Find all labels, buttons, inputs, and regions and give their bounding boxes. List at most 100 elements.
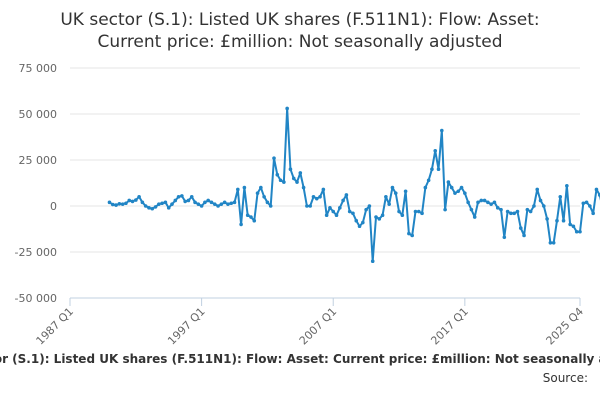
data-point: [160, 201, 164, 206]
data-point: [308, 204, 312, 208]
source-label: Source:: [543, 371, 588, 385]
data-point: [328, 206, 332, 210]
chart-title: UK sector (S.1): Listed UK shares (F.511…: [60, 10, 539, 52]
x-axis: 1987 Q1 1997 Q1 2007 Q1 2017 Q1 2025 Q4: [34, 297, 587, 348]
data-point: [206, 198, 210, 203]
data-point: [351, 211, 355, 216]
data-point: [222, 200, 227, 205]
data-point: [463, 191, 467, 195]
data-point: [163, 200, 168, 205]
series-path: [108, 107, 600, 263]
data-point: [374, 215, 378, 219]
data-point: [120, 202, 125, 206]
x-tick-label: 1997 Q1: [165, 305, 208, 348]
data-point: [193, 200, 197, 205]
data-point: [268, 204, 273, 208]
data-point: [305, 204, 309, 208]
data-point: [183, 199, 187, 204]
data-point: [416, 209, 421, 214]
data-point: [140, 200, 145, 205]
data-point: [555, 218, 559, 223]
data-point: [239, 222, 243, 227]
data-point: [226, 202, 230, 206]
data-point: [518, 226, 523, 230]
data-point: [314, 196, 319, 201]
data-point: [338, 206, 342, 210]
y-tick-label: 0: [50, 200, 57, 213]
data-point: [469, 207, 474, 212]
data-point: [275, 172, 280, 177]
data-point: [229, 201, 234, 206]
chart-title-line-1: UK sector (S.1): Listed UK shares (F.511…: [60, 10, 539, 30]
data-point: [252, 218, 257, 223]
data-point: [367, 204, 372, 208]
data-point: [357, 224, 362, 229]
data-point: [334, 213, 339, 217]
data-point: [390, 185, 395, 190]
data-point: [147, 206, 151, 210]
y-axis: 75 000 50 000 25 000 0 -25 000 -50 000: [15, 62, 57, 305]
data-point: [354, 218, 359, 223]
y-tick-label: 75 000: [19, 62, 58, 75]
data-point: [515, 209, 520, 214]
data-point: [535, 187, 540, 192]
data-point: [492, 200, 497, 205]
data-point: [423, 185, 428, 190]
data-point: [361, 220, 365, 225]
data-point: [397, 209, 401, 214]
data-point: [117, 201, 122, 206]
x-tick-label: 2007 Q1: [297, 305, 340, 348]
data-point: [219, 202, 224, 206]
data-point: [114, 203, 118, 207]
data-point: [597, 193, 600, 197]
data-point: [377, 217, 382, 221]
data-point: [528, 209, 533, 214]
data-point: [137, 195, 141, 199]
data-point: [456, 189, 461, 194]
data-point: [400, 213, 405, 217]
data-point: [199, 204, 204, 208]
data-point: [298, 171, 303, 175]
data-point: [591, 211, 595, 216]
data-point: [130, 199, 135, 204]
data-point: [525, 207, 530, 212]
data-point: [166, 206, 171, 210]
data-point: [538, 198, 543, 203]
data-point: [588, 204, 592, 208]
data-point: [476, 200, 480, 205]
data-point: [364, 207, 368, 212]
data-point: [453, 191, 457, 195]
data-point: [186, 198, 191, 203]
data-point: [384, 195, 388, 199]
data-point: [486, 200, 490, 205]
data-point: [420, 211, 424, 216]
data-point: [370, 259, 375, 264]
data-point: [262, 195, 266, 199]
data-point: [107, 200, 112, 205]
data-point: [440, 128, 444, 133]
data-point: [410, 233, 414, 238]
data-point: [344, 193, 349, 197]
data-point: [259, 185, 263, 190]
data-point: [331, 209, 336, 214]
data-point: [532, 204, 536, 208]
data-point: [446, 180, 451, 184]
data-point: [403, 189, 408, 194]
x-tick-label: 2025 Q4: [544, 305, 587, 348]
x-tick-label: 2017 Q1: [428, 305, 471, 348]
data-point: [551, 241, 556, 245]
data-point: [134, 198, 138, 202]
data-point: [430, 167, 434, 171]
data-point: [545, 217, 549, 221]
data-point: [272, 156, 276, 160]
data-point: [479, 198, 484, 203]
data-point: [245, 213, 250, 217]
data-point: [574, 229, 579, 234]
data-point: [512, 211, 516, 216]
data-point: [571, 224, 576, 229]
data-point: [594, 187, 599, 192]
data-point: [581, 201, 586, 206]
data-point: [436, 167, 441, 171]
data-point: [311, 195, 316, 199]
